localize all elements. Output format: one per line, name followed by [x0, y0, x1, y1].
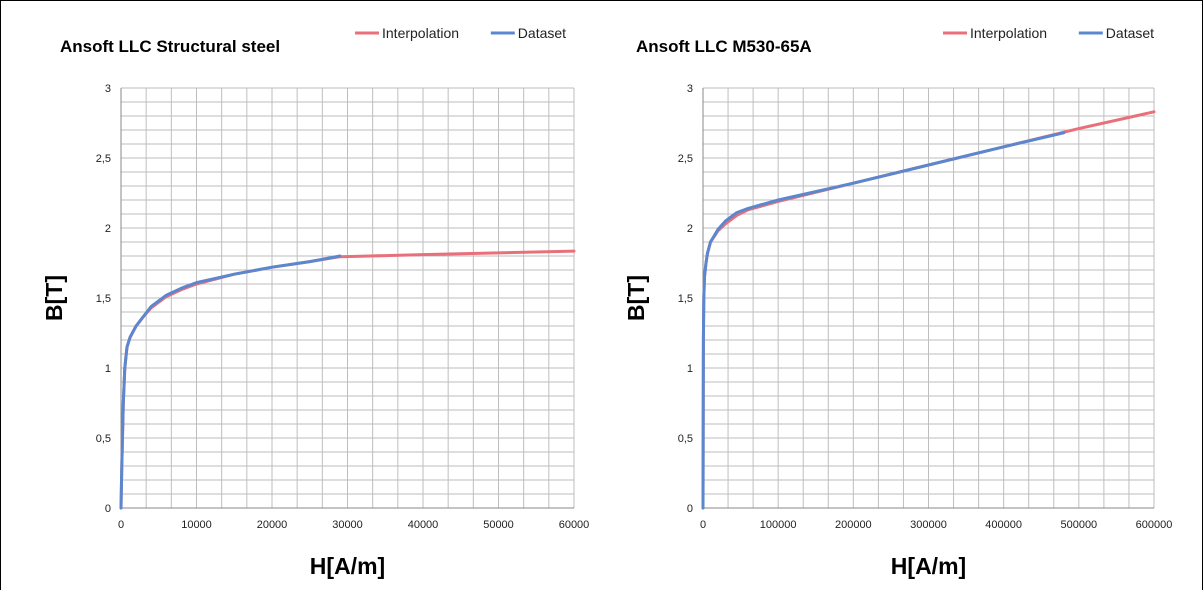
legend: Interpolation Dataset: [943, 25, 1154, 41]
y-tick-label: 2,5: [678, 153, 693, 165]
x-tick-label: 0: [700, 519, 706, 531]
y-axis-label: B[T]: [623, 275, 649, 321]
x-tick-label: 200000: [835, 519, 872, 531]
x-tick-label: 20000: [257, 519, 288, 531]
legend-label-interpolation: Interpolation: [970, 25, 1047, 41]
legend-label-dataset: Dataset: [1106, 25, 1154, 41]
series-line-dataset: [701, 131, 1066, 510]
y-tick-label: 0: [687, 503, 693, 515]
gridlines: [702, 87, 1155, 509]
x-tick-label: 40000: [408, 519, 439, 531]
y-tick-label: 2: [105, 223, 111, 235]
y-tick-label: 2: [687, 223, 693, 235]
y-tick-label: 1: [687, 363, 693, 375]
y-tick-label: 1,5: [96, 293, 111, 305]
x-tick-label: 50000: [483, 519, 514, 531]
x-axis-label: H[A/m]: [310, 553, 385, 579]
y-tick-label: 1,5: [678, 293, 693, 305]
y-tick-label: 0,5: [678, 433, 693, 445]
legend-label-dataset: Dataset: [518, 25, 566, 41]
chart-m530-65a: 0 100000 200000 300000 400000 500000 600000 0 0,…: [623, 25, 1172, 579]
chart-structural-steel: 0 10000 20000 30000 40000 50000 60000 0 0,5 1 1,5 2…: [41, 25, 589, 579]
y-tick-label: 0: [105, 503, 111, 515]
x-axis-label: H[A/m]: [891, 553, 966, 579]
x-tick-label: 60000: [559, 519, 590, 531]
y-tick-label: 2,5: [96, 153, 111, 165]
x-tick-label: 10000: [181, 519, 212, 531]
gridlines: [120, 87, 575, 509]
x-tick-label: 500000: [1060, 519, 1097, 531]
y-tick-label: 0,5: [96, 433, 111, 445]
y-tick-label: 3: [687, 83, 693, 95]
legend: Interpolation Dataset: [355, 25, 566, 41]
x-tick-label: 30000: [332, 519, 363, 531]
chart-title: Ansoft LLC Structural steel: [60, 37, 280, 56]
y-axis-label: B[T]: [41, 275, 67, 321]
y-tick-label: 3: [105, 83, 111, 95]
x-tick-label: 600000: [1136, 519, 1173, 531]
x-tick-label: 0: [118, 519, 124, 531]
chart-title: Ansoft LLC M530-65A: [636, 37, 812, 56]
x-tick-label: 400000: [985, 519, 1022, 531]
series-line-dataset: [119, 254, 342, 510]
x-tick-label: 100000: [760, 519, 797, 531]
x-tick-label: 300000: [910, 519, 947, 531]
legend-label-interpolation: Interpolation: [382, 25, 459, 41]
y-tick-label: 1: [105, 363, 111, 375]
